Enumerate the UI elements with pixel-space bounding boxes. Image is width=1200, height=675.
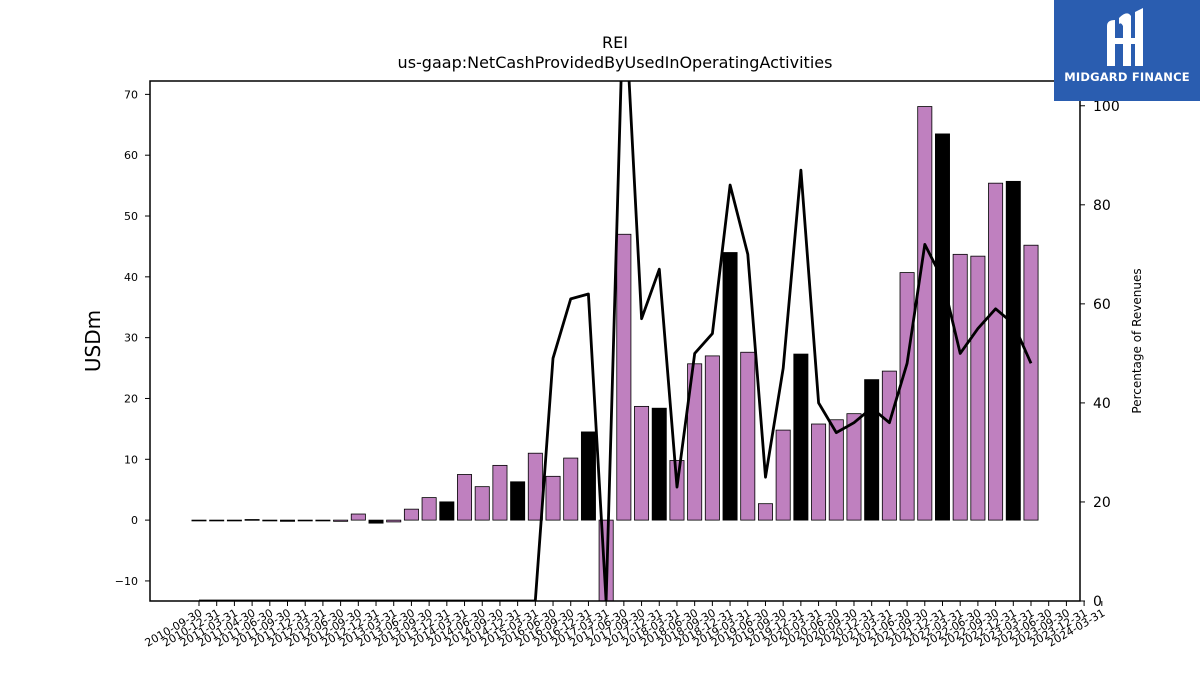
bar: [386, 519, 402, 523]
bar: [811, 423, 827, 521]
bar: [244, 519, 260, 521]
y-tick-label: 0: [131, 514, 138, 527]
bar: [881, 370, 897, 521]
y2-tick-label: 80: [1093, 198, 1111, 214]
y-tick-label: 60: [124, 149, 138, 162]
bar: [474, 486, 490, 521]
bar: [191, 519, 207, 522]
bar: [297, 519, 313, 522]
y2-tick-label: 100: [1093, 99, 1120, 115]
bar: [935, 133, 950, 521]
y2-tick-label: 0: [1093, 594, 1102, 610]
bar: [457, 474, 473, 521]
y2-tick-label: 60: [1093, 297, 1111, 313]
y-tick-label: 10: [124, 453, 138, 466]
bar: [970, 255, 986, 521]
bar: [1005, 180, 1021, 521]
bar: [669, 460, 685, 521]
bar: [793, 353, 809, 521]
bar: [439, 501, 455, 521]
logo-mark-icon: [1107, 8, 1143, 66]
y-tick-label: 40: [124, 271, 138, 284]
x-axis: 2010-09-302010-12-312011-03-312011-04-30…: [143, 601, 1107, 650]
bar: [280, 519, 295, 522]
bar: [846, 413, 862, 521]
logo-text: MIDGARD FINANCE: [1064, 70, 1190, 84]
bar: [634, 405, 650, 521]
bar: [704, 355, 720, 521]
chart-title: REI: [602, 33, 628, 52]
y-axis-label: USDm: [81, 310, 105, 372]
y-axis-left: −10 0 10 20 30 40 50 60 70: [115, 88, 150, 588]
plot-frame: [149, 80, 1081, 602]
bar: [757, 503, 773, 521]
percentage-line-series: [199, 81, 1033, 601]
bar: [616, 233, 632, 521]
percentage-line: [199, 81, 1033, 601]
bar: [403, 508, 419, 521]
bar: [368, 519, 384, 524]
bar: [333, 519, 349, 522]
bar: [952, 253, 968, 521]
bar: [545, 475, 561, 521]
bar: [563, 457, 579, 521]
bar: [899, 272, 915, 521]
bar: [315, 519, 331, 522]
bar: [350, 513, 366, 521]
bar: [492, 464, 508, 521]
y2-tick-label: 20: [1093, 495, 1111, 511]
y2-tick-label: 40: [1093, 396, 1111, 412]
chart-subtitle: us-gaap:NetCashProvidedByUsedInOperating…: [398, 53, 833, 72]
bar: [740, 351, 756, 521]
bar: [828, 419, 844, 521]
bar: [226, 519, 242, 522]
bar: [651, 407, 667, 521]
bar: [262, 519, 278, 522]
y-tick-label: 20: [124, 392, 138, 405]
bar: [917, 106, 933, 521]
midgard-finance-logo: MIDGARD FINANCE: [1054, 0, 1200, 101]
bar: [527, 452, 543, 521]
y-tick-label: −10: [115, 575, 138, 588]
bar: [1023, 244, 1039, 521]
bar: [580, 431, 596, 521]
bar: [209, 519, 225, 522]
bar: [510, 481, 526, 521]
bar: [775, 429, 791, 521]
bar: [864, 379, 880, 521]
bar-series: [191, 106, 1039, 601]
bar: [988, 182, 1004, 521]
bar: [722, 252, 738, 521]
bar: [421, 497, 437, 521]
y2-axis-label: Percentage of Revenues: [1130, 268, 1144, 413]
y-tick-label: 50: [124, 210, 138, 223]
y-tick-label: 70: [124, 88, 138, 101]
y-axis-right: 0 20 40 60 80 100: [1080, 99, 1120, 610]
y-tick-label: 30: [124, 332, 138, 345]
